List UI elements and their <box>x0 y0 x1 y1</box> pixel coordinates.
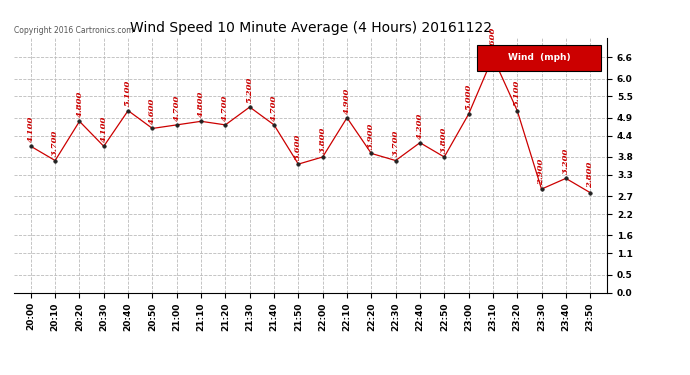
Text: 4.800: 4.800 <box>197 91 205 117</box>
Text: 4.700: 4.700 <box>172 94 181 121</box>
Text: 4.100: 4.100 <box>100 116 108 142</box>
Text: 3.700: 3.700 <box>392 130 400 156</box>
Text: 5.200: 5.200 <box>246 76 254 103</box>
Text: 4.700: 4.700 <box>270 94 278 121</box>
Text: 3.600: 3.600 <box>295 134 302 160</box>
Text: 3.200: 3.200 <box>562 148 570 174</box>
Text: 3.800: 3.800 <box>319 126 326 153</box>
Text: 4.700: 4.700 <box>221 94 229 121</box>
Text: 4.600: 4.600 <box>148 98 157 124</box>
Text: 4.100: 4.100 <box>27 116 34 142</box>
Text: 3.900: 3.900 <box>367 123 375 149</box>
Text: 3.800: 3.800 <box>440 126 449 153</box>
Text: 4.900: 4.900 <box>343 87 351 114</box>
Text: 5.000: 5.000 <box>464 84 473 110</box>
Text: 4.800: 4.800 <box>75 91 83 117</box>
Text: Copyright 2016 Cartronics.com: Copyright 2016 Cartronics.com <box>14 26 133 35</box>
FancyBboxPatch shape <box>477 45 601 70</box>
Text: 5.100: 5.100 <box>124 80 132 106</box>
Text: 2.900: 2.900 <box>538 159 546 185</box>
Text: 2.800: 2.800 <box>586 162 594 189</box>
Text: 4.200: 4.200 <box>416 112 424 138</box>
Text: 5.100: 5.100 <box>513 80 521 106</box>
Text: 6.600: 6.600 <box>489 27 497 53</box>
Text: Wind  (mph): Wind (mph) <box>508 53 570 62</box>
Text: 3.700: 3.700 <box>51 130 59 156</box>
Title: Wind Speed 10 Minute Average (4 Hours) 20161122: Wind Speed 10 Minute Average (4 Hours) 2… <box>130 21 491 35</box>
